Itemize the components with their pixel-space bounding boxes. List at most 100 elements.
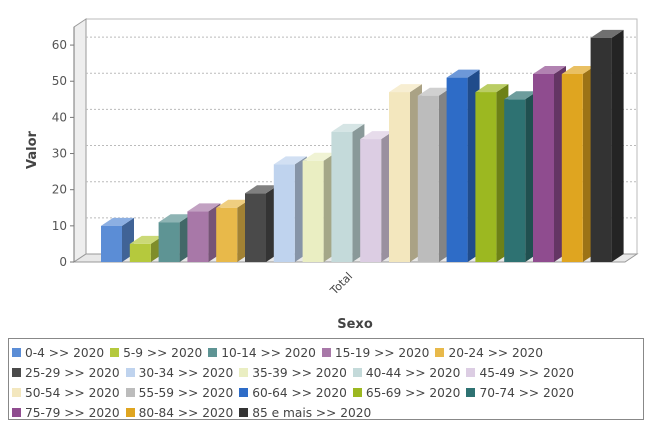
bar-front (561, 74, 583, 262)
legend-label: 65-69 >> 2020 (365, 386, 461, 400)
legend-label: 15-19 >> 2020 (334, 346, 430, 360)
bar-top (158, 214, 192, 223)
bar (273, 156, 307, 262)
legend-item: 30-34 >> 2020 (125, 364, 234, 382)
legend-item: 80-84 >> 2020 (125, 404, 234, 422)
bar (504, 91, 538, 262)
legend-label: 75-79 >> 2020 (25, 406, 120, 420)
legend-swatch (239, 388, 249, 397)
legend-label: 10-14 >> 2020 (221, 346, 316, 360)
legend-label: 40-44 >> 2020 (365, 366, 461, 380)
bar (245, 185, 278, 262)
legend-item: 85 e mais >> 2020 (239, 404, 371, 422)
legend-swatch (321, 348, 331, 357)
y-tick-label: 30 (52, 147, 67, 161)
left-wall (73, 18, 87, 263)
bar-front (475, 92, 497, 262)
legend-label: 60-64 >> 2020 (252, 386, 347, 400)
bar (360, 131, 394, 262)
bar-top (360, 131, 394, 140)
bar-top (216, 199, 250, 208)
legend-label: 35-39 >> 2020 (252, 366, 347, 380)
y-tick-label: 40 (52, 110, 67, 124)
y-tick-label: 10 (52, 219, 67, 233)
x-axis-categories: Total (327, 270, 355, 298)
legend-label: 80-84 >> 2020 (138, 406, 234, 420)
legend: 0-4 >> 2020 5-9 >> 2020 10-14 >> 2020 15-19… (8, 338, 644, 420)
bar-front (417, 95, 439, 262)
legend-swatch (466, 368, 476, 377)
legend-item: 10-14 >> 2020 (208, 344, 316, 362)
bar-front (273, 164, 295, 262)
legend-item: 25-29 >> 2020 (12, 364, 120, 382)
bar-front (389, 92, 410, 262)
bar-front (360, 139, 382, 262)
bar-top (129, 235, 163, 244)
bar-front (590, 37, 612, 262)
y-tick-label: 20 (52, 183, 67, 197)
bar-side (611, 29, 624, 262)
y-axis-ticks: 0 10 20 30 40 50 60 (52, 27, 75, 269)
legend-item: 35-39 >> 2020 (239, 364, 347, 382)
bar-front (129, 243, 151, 262)
bar-top (533, 66, 566, 74)
bar-top (475, 84, 509, 93)
y-tick-label: 0 (59, 255, 67, 269)
bar (475, 84, 509, 262)
legend-swatch (12, 348, 21, 357)
bar-front (331, 131, 353, 262)
legend-item: 5-9 >> 2020 (110, 344, 202, 362)
legend-swatch (239, 408, 249, 417)
bar-top (331, 123, 365, 132)
legend-item: 50-54 >> 2020 (12, 384, 120, 402)
bar-top (561, 66, 595, 74)
legend-label: 85 e mais >> 2020 (252, 406, 372, 420)
bar-front (504, 99, 526, 262)
bar (590, 29, 624, 262)
legend-swatch (125, 408, 135, 417)
legend-label: 50-54 >> 2020 (25, 386, 120, 400)
bar-front (158, 222, 180, 262)
legend-swatch (466, 388, 476, 397)
legend-label: 70-74 >> 2020 (479, 386, 575, 400)
legend-item: 65-69 >> 2020 (352, 384, 461, 402)
bar-top (302, 152, 336, 161)
legend-label: 0-4 >> 2020 (25, 346, 105, 360)
legend-swatch (435, 348, 445, 357)
legend-item: 75-79 >> 2020 (12, 404, 120, 422)
legend-item: 55-59 >> 2020 (125, 384, 233, 402)
legend-swatch (125, 388, 135, 397)
legend-item: 15-19 >> 2020 (321, 344, 430, 362)
bar-top (273, 156, 307, 165)
legend-swatch (352, 368, 362, 377)
legend-label: 30-34 >> 2020 (138, 366, 234, 380)
bar (158, 214, 192, 262)
y-axis-title: Valor (25, 130, 40, 169)
legend-label: 25-29 >> 2020 (25, 366, 120, 380)
legend-swatch (110, 348, 120, 357)
legend-swatch (239, 368, 249, 377)
legend-item: 45-49 >> 2020 (466, 364, 574, 382)
bar-top (504, 91, 538, 100)
bar (216, 199, 250, 262)
bar-top (187, 203, 221, 212)
bar (417, 87, 451, 262)
bar-front (245, 193, 266, 262)
bar-top (101, 217, 134, 226)
bar-top (417, 87, 451, 96)
bar-top (389, 84, 422, 93)
bar (101, 217, 134, 262)
x-axis-title: Sexo (337, 317, 373, 332)
bar-front (101, 225, 122, 262)
legend-swatch (352, 388, 362, 397)
y-tick-label: 60 (52, 38, 67, 52)
legend-label: 20-24 >> 2020 (448, 346, 544, 360)
legend-item: 0-4 >> 2020 (12, 344, 104, 362)
bar-front (302, 160, 324, 262)
bar-top (245, 185, 278, 194)
legend-swatch (208, 348, 218, 357)
bar (187, 203, 221, 262)
legend-item: 20-24 >> 2020 (435, 344, 543, 362)
bar (389, 84, 422, 262)
